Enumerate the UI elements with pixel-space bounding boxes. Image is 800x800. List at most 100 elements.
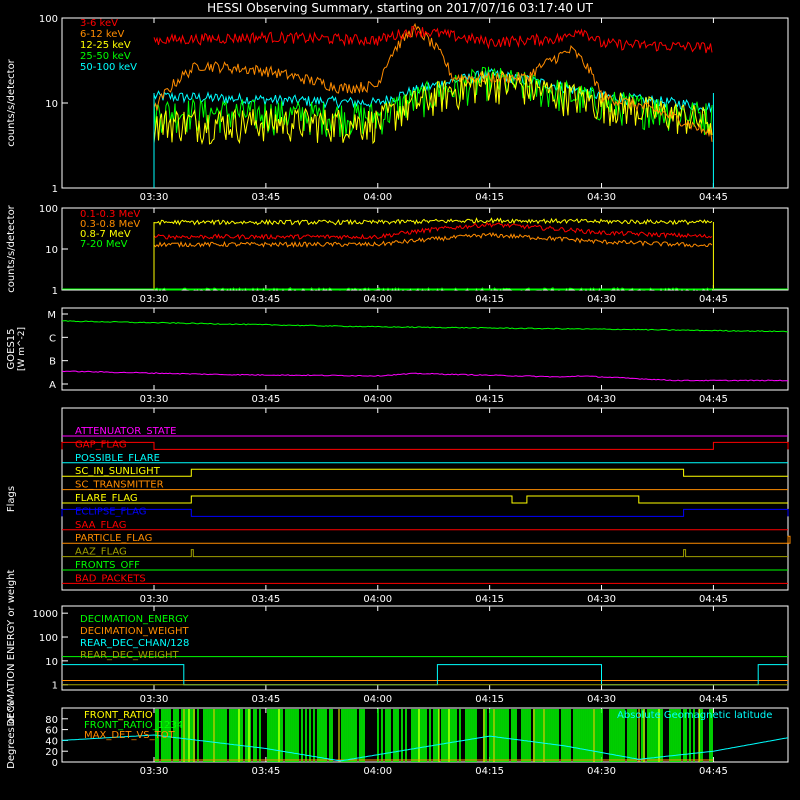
flag-line xyxy=(62,549,788,558)
y-tick-label: 10 xyxy=(45,99,58,110)
series-line xyxy=(154,217,713,226)
series-line xyxy=(153,22,713,142)
time-tick-label: 03:45 xyxy=(251,192,280,203)
legend-entry: 25-50 keV xyxy=(80,51,131,62)
front-ratio-bars xyxy=(155,709,713,762)
y-tick-label: 20 xyxy=(45,747,58,758)
time-tick-label: 04:30 xyxy=(587,594,616,605)
legend-entry: Absolute Geomagnetic latitude xyxy=(617,710,772,721)
legend-entry: 3-6 keV xyxy=(80,18,118,29)
panel-frame xyxy=(61,707,789,763)
y-tick-label: 1 xyxy=(52,184,58,195)
time-tick-label: 03:30 xyxy=(140,294,169,305)
time-tick-label: 04:00 xyxy=(363,594,392,605)
time-tick-label: 03:30 xyxy=(140,766,169,777)
series-line xyxy=(153,221,713,241)
y-tick-label: 100 xyxy=(39,14,58,25)
y-tick-label: 40 xyxy=(45,736,58,747)
flag-label: FLARE_FLAG xyxy=(75,493,138,504)
time-tick-label: 04:15 xyxy=(475,694,504,705)
series-line xyxy=(61,734,789,762)
flag-label: BAD_PACKETS xyxy=(75,573,146,584)
flag-label: PARTICLE_FLAG xyxy=(75,533,152,544)
y-tick-label: 1 xyxy=(52,286,58,297)
time-tick-label: 04:00 xyxy=(363,394,392,405)
y-axis-label: GOES15 xyxy=(6,328,17,369)
panels: 03:30 03:45 04:00 04:15 04:30 04:45 counts/s/d… xyxy=(6,14,791,777)
flag-line xyxy=(61,508,789,517)
y-axis-units: [W m^-2] xyxy=(17,327,27,371)
time-tick-label: 03:30 xyxy=(140,594,169,605)
time-tick-label: 04:45 xyxy=(699,594,728,605)
panel-frame xyxy=(61,605,789,691)
y-tick-label: 100 xyxy=(39,204,58,215)
time-tick-label: 04:15 xyxy=(475,766,504,777)
y-tick-label: 1000 xyxy=(33,609,58,620)
chart-title: HESSI Observing Summary, starting on 201… xyxy=(207,1,593,15)
panel-goes: 03:30 03:45 04:00 04:15 04:30 04:45 GOES15 [W m… xyxy=(6,307,789,405)
y-axis-label: counts/s/detector xyxy=(6,204,17,292)
time-tick-label: 04:30 xyxy=(587,294,616,305)
panel-frame xyxy=(61,407,789,591)
y-axis-label: DECIMATION ENERGY or weight xyxy=(6,569,17,726)
time-tick-label: 04:45 xyxy=(699,192,728,203)
series-line xyxy=(153,232,713,249)
time-tick-label: 04:00 xyxy=(363,766,392,777)
series-line xyxy=(61,370,789,382)
y-tick-label: M xyxy=(47,310,56,321)
series-line xyxy=(61,320,788,333)
y-tick-label: B xyxy=(49,357,56,368)
flag-label: AAZ_FLAG xyxy=(75,547,127,558)
series-line xyxy=(62,664,788,686)
flag-label: ECLIPSE_FLAG xyxy=(75,506,146,517)
y-tick-label: 60 xyxy=(45,726,58,737)
panel-flags: 03:30 03:45 04:00 04:15 04:30 04:45 Flags ATTEN… xyxy=(6,407,791,605)
time-tick-label: 04:00 xyxy=(363,192,392,203)
flag-label: FRONTS_OFF xyxy=(75,560,140,571)
legend-entry: 6-12 keV xyxy=(80,29,124,40)
y-axis-label: Flags xyxy=(6,486,17,512)
panel-ratios: 03:30 03:45 04:00 04:15 04:30 04:45 Degrees or… xyxy=(6,701,789,777)
time-tick-label: 03:30 xyxy=(140,192,169,203)
time-tick-label: 04:45 xyxy=(699,694,728,705)
legend-entry: FRONT_RATIO_1234 xyxy=(84,720,183,731)
y-tick-label: A xyxy=(49,380,56,391)
time-tick-label: 04:15 xyxy=(475,394,504,405)
legend-entry: 0.1-0.3 MeV xyxy=(80,209,140,220)
y-tick-label: C xyxy=(49,333,56,344)
time-tick-label: 03:45 xyxy=(251,394,280,405)
legend-entry: DECIMATION_WEIGHT xyxy=(80,626,189,637)
flag-line xyxy=(62,535,791,544)
y-axis-label: Degrees or % xyxy=(6,701,17,769)
panel-counts_low: 03:30 03:45 04:00 04:15 04:30 04:45 counts/s/d… xyxy=(6,14,789,203)
time-tick-label: 04:45 xyxy=(699,394,728,405)
flag-label: ATTENUATOR_STATE xyxy=(75,426,176,437)
legend-entry: REAR_DEC_CHAN/128 xyxy=(80,638,189,649)
y-tick-label: 80 xyxy=(45,715,58,726)
time-tick-label: 04:15 xyxy=(475,594,504,605)
y-axis-label: counts/s/detector xyxy=(6,58,17,146)
time-tick-label: 04:15 xyxy=(475,192,504,203)
time-tick-label: 04:45 xyxy=(699,294,728,305)
panel-frame xyxy=(61,307,789,391)
series-line xyxy=(153,70,713,145)
time-tick-label: 03:45 xyxy=(251,594,280,605)
legend-entry: 0.8-7 MeV xyxy=(80,229,131,240)
time-tick-label: 04:30 xyxy=(587,192,616,203)
legend-entry: FRONT_RATIO xyxy=(84,710,153,721)
legend-entry: MAX_DET_VS_TOT xyxy=(84,730,176,741)
y-tick-label: 10 xyxy=(45,657,58,668)
time-tick-label: 03:45 xyxy=(251,294,280,305)
y-tick-label: 10 xyxy=(45,245,58,256)
legend-entry: REAR_DEC_WEIGHT xyxy=(80,650,179,661)
flag-label: SC_TRANSMITTER xyxy=(75,480,164,491)
legend-entry: 0.3-0.8 MeV xyxy=(80,219,140,230)
panel-decimation: 03:30 03:45 04:00 04:15 04:30 04:45 DECIMATION… xyxy=(6,569,789,726)
flag-line xyxy=(62,468,788,477)
time-tick-label: 03:30 xyxy=(140,394,169,405)
time-tick-label: 04:00 xyxy=(363,694,392,705)
legend-entry: 12-25 keV xyxy=(80,40,131,51)
y-tick-label: 100 xyxy=(39,633,58,644)
